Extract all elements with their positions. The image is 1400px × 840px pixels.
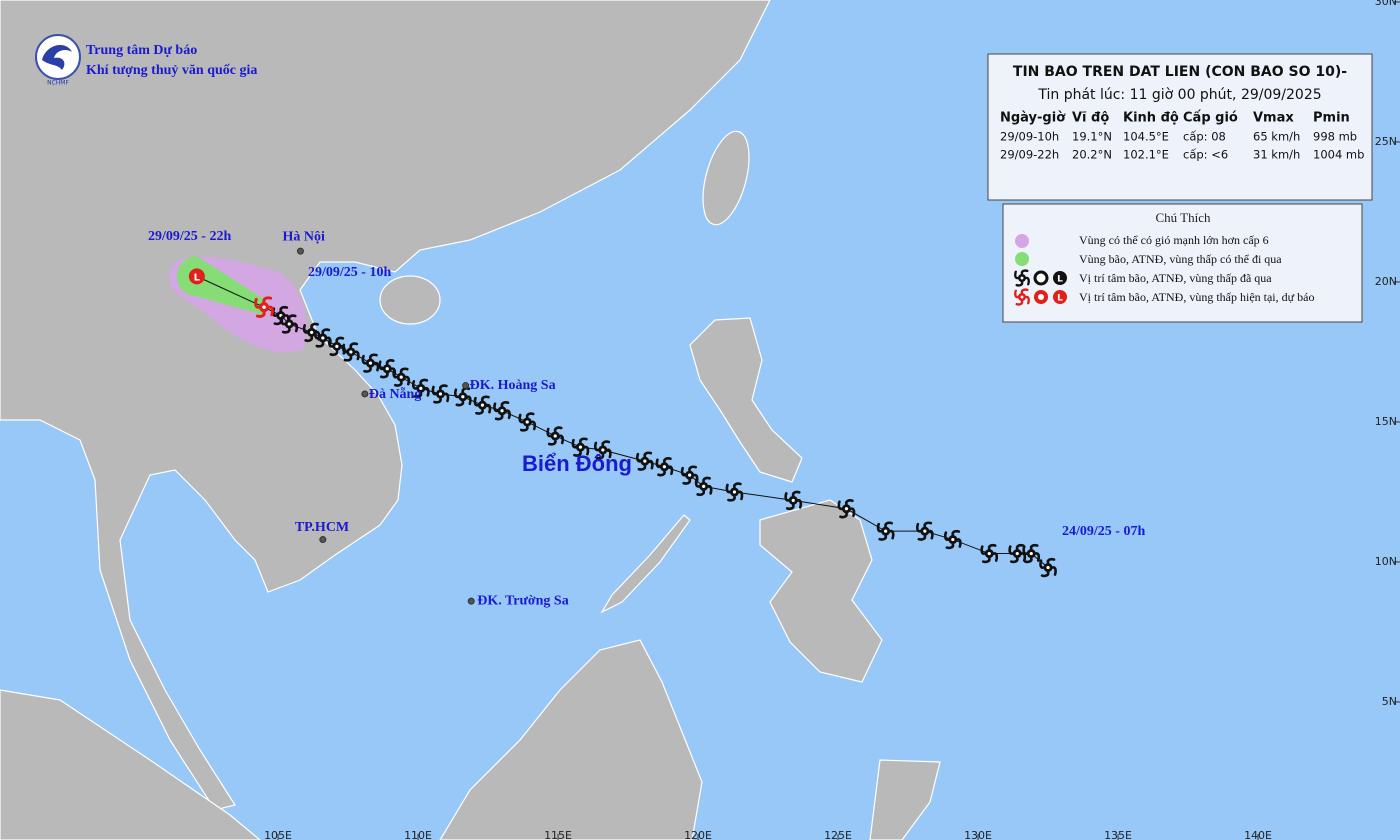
legend-icon <box>1053 290 1067 304</box>
table-cell: 29/09-10h <box>1000 130 1059 144</box>
table-header: Vĩ độ <box>1072 111 1109 126</box>
place-label: ĐK. Hoàng Sa <box>470 378 556 393</box>
place-label: Đà Nẵng <box>369 386 422 402</box>
legend-item: Vùng bão, ATNĐ, vùng thấp có thể đi qua <box>1079 252 1282 266</box>
lat-tick-label: 10N <box>1375 555 1397 568</box>
sea-label: Biển Đông <box>522 451 632 476</box>
org-line: Trung tâm Dự báo <box>86 43 197 58</box>
lat-tick-label: 25N <box>1375 135 1397 148</box>
bulletin-title: TIN BAO TREN DAT LIEN (CON BAO SO 10)- <box>1013 64 1347 80</box>
lat-tick-label: 20N <box>1375 275 1397 288</box>
table-cell: cấp: 08 <box>1183 130 1226 144</box>
table-cell: cấp: <6 <box>1183 148 1228 162</box>
time-label: 29/09/25 - 10h <box>308 265 391 280</box>
bulletin-issued: Tin phát lúc: 11 giờ 00 phút, 29/09/2025 <box>1037 87 1321 103</box>
place-label: Hà Nội <box>282 229 325 244</box>
place-dot <box>467 597 475 605</box>
bulletin-table: Ngày-giờ Vĩ độ Kinh độ Cấp gió Vmax Pmin 29/09… <box>1000 111 1364 162</box>
legend-icon <box>1053 271 1067 285</box>
place-dot <box>462 382 470 390</box>
legend-icon-letter: L <box>1057 294 1063 304</box>
bulletin-box <box>987 53 1373 201</box>
legend-icon <box>1015 252 1029 266</box>
lat-tick-label: 15N <box>1375 415 1397 428</box>
table-header: Kinh độ <box>1123 111 1179 126</box>
table-header: Ngày-giờ <box>1000 111 1066 126</box>
lon-tick-label: 125E <box>824 829 852 840</box>
lat-tick-label: 30N <box>1375 0 1397 8</box>
org-line: Khí tượng thuỷ văn quốc gia <box>86 63 257 78</box>
logo-text: NCHMF <box>47 80 69 87</box>
legend-title: Chú Thích <box>1155 210 1211 225</box>
legend: Chú Thích L L Vùng có thể có gió mạnh lớ… <box>1002 203 1363 323</box>
map-labels: Biển Đông 29/09/25 - 22h 29/09/25 - 10h … <box>148 229 1145 539</box>
lon-tick-label: 130E <box>964 829 992 840</box>
forecast-letter: L <box>194 272 201 283</box>
legend-icon <box>1015 234 1029 248</box>
place-dot <box>319 536 327 544</box>
legend-item: Vị trí tâm bão, ATNĐ, vùng thấp hiện tại… <box>1079 290 1314 304</box>
legend-item: Vùng có thể có gió mạnh lớn hơn cấp 6 <box>1079 233 1269 247</box>
bulletin: TIN BAO TREN DAT LIEN (CON BAO SO 10)- T… <box>987 53 1373 201</box>
time-label: 24/09/25 - 07h <box>1062 524 1145 539</box>
places: Hà Nội Đà Nẵng ĐK. Hoàng Sa TP.HCM ĐK. Trườn… <box>282 229 568 608</box>
lon-tick-label: 120E <box>684 829 712 840</box>
lon-tick-label: 140E <box>1244 829 1272 840</box>
table-cell: 19.1°N <box>1072 130 1112 144</box>
legend-icon-letter: L <box>1057 275 1063 285</box>
table-cell: 31 km/h <box>1253 148 1300 162</box>
legend-icon <box>1033 270 1049 286</box>
logo <box>35 34 81 80</box>
legend-item: Vị trí tâm bão, ATNĐ, vùng thấp đã qua <box>1079 271 1272 285</box>
place-dot <box>296 247 304 255</box>
table-header: Cấp gió <box>1183 111 1238 126</box>
table-header: Vmax <box>1253 111 1294 126</box>
agency-header: NCHMF Trung tâm Dự báo Khí tượng thuỷ vă… <box>35 34 257 87</box>
place-label: ĐK. Trường Sa <box>477 593 569 608</box>
table-cell: 104.5°E <box>1123 130 1169 144</box>
time-label: 29/09/25 - 22h <box>148 229 231 244</box>
place-label: TP.HCM <box>295 520 349 535</box>
lon-tick-label: 135E <box>1104 829 1132 840</box>
table-cell: 102.1°E <box>1123 148 1169 162</box>
table-cell: 20.2°N <box>1072 148 1112 162</box>
lon-tick-label: 110E <box>404 829 432 840</box>
storm-track: L <box>168 256 1057 578</box>
place-dot <box>361 390 369 398</box>
table-cell: 1004 mb <box>1313 148 1364 162</box>
table-cell: 65 km/h <box>1253 130 1300 144</box>
map-axes: 105E 110E 115E 120E 125E 130E 135E 140E 30N 25N 20… <box>264 0 1400 840</box>
logo-swirl <box>42 45 72 70</box>
table-header: Pmin <box>1313 111 1350 126</box>
land <box>0 0 941 840</box>
legend-icon <box>1038 294 1044 300</box>
lon-tick-label: 105E <box>264 829 292 840</box>
lat-tick-label: 5N <box>1382 695 1397 708</box>
lon-tick-label: 115E <box>544 829 572 840</box>
forecast-position <box>188 268 205 285</box>
table-cell: 998 mb <box>1313 130 1357 144</box>
table-cell: 29/09-22h <box>1000 148 1059 162</box>
